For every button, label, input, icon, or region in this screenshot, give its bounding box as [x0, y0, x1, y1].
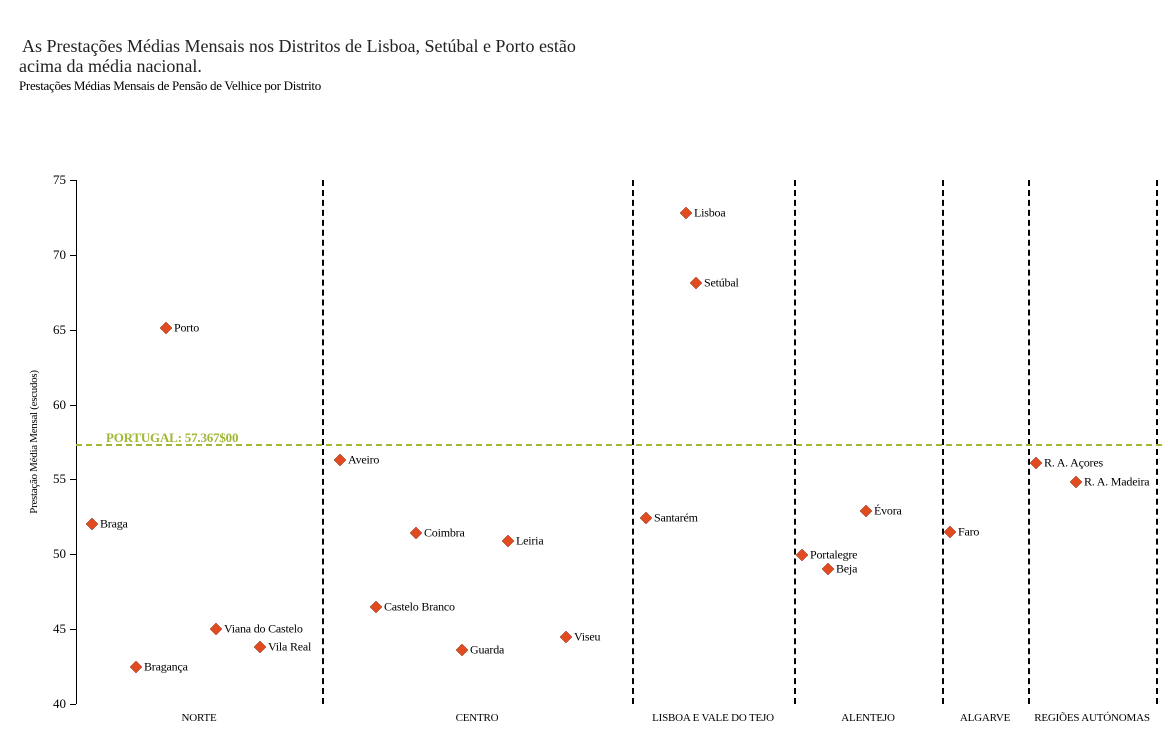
- data-point-label: Aveiro: [348, 452, 379, 467]
- data-point-label: Castelo Branco: [384, 599, 455, 614]
- region-divider: [942, 180, 944, 704]
- data-point: Viseu: [560, 631, 572, 643]
- region-divider: [1156, 180, 1158, 704]
- diamond-icon: [456, 644, 468, 656]
- region-label: ALENTEJO: [841, 712, 894, 724]
- diamond-icon: [86, 518, 98, 530]
- y-tick-label: 60: [53, 397, 76, 413]
- data-point-label: Faro: [958, 524, 979, 539]
- diamond-icon: [822, 563, 834, 575]
- diamond-icon: [680, 207, 692, 219]
- region-label: CENTRO: [456, 712, 499, 724]
- data-point-label: Viana do Castelo: [224, 622, 303, 637]
- data-point-label: Coimbra: [424, 526, 465, 541]
- data-point-label: Viseu: [574, 629, 600, 644]
- diamond-icon: [254, 641, 266, 653]
- diamond-icon: [690, 277, 702, 289]
- diamond-icon: [560, 631, 572, 643]
- reference-line: [76, 444, 1162, 446]
- data-point-label: Leiria: [516, 533, 543, 548]
- data-point: Vila Real: [254, 641, 266, 653]
- region-label: NORTE: [181, 712, 216, 724]
- region-divider: [794, 180, 796, 704]
- data-point-label: Beja: [836, 562, 857, 577]
- data-point: R. A. Açores: [1030, 457, 1042, 469]
- data-point-label: Braga: [100, 517, 128, 532]
- data-point: Faro: [944, 526, 956, 538]
- y-tick-label: 55: [53, 471, 76, 487]
- data-point: Évora: [860, 505, 872, 517]
- data-point-label: Setúbal: [704, 276, 739, 291]
- data-point-label: Portalegre: [810, 548, 857, 563]
- reference-line-label: PORTUGAL: 57.367$00: [106, 430, 238, 446]
- y-tick-label: 65: [53, 322, 76, 338]
- data-point: Lisboa: [680, 207, 692, 219]
- diamond-icon: [410, 527, 422, 539]
- y-tick-label: 50: [53, 546, 76, 562]
- diamond-icon: [210, 623, 222, 635]
- diamond-icon: [502, 535, 514, 547]
- page-subtitle: Prestações Médias Mensais de Pensão de V…: [19, 78, 321, 94]
- data-point: Bragança: [130, 661, 142, 673]
- data-point-label: Porto: [174, 321, 199, 336]
- diamond-icon: [334, 454, 346, 466]
- data-point: Santarém: [640, 512, 652, 524]
- region-label: LISBOA E VALE DO TEJO: [652, 712, 774, 724]
- data-point-label: Évora: [874, 503, 902, 518]
- data-point: Coimbra: [410, 527, 422, 539]
- diamond-icon: [1030, 457, 1042, 469]
- data-point-label: Santarém: [654, 511, 698, 526]
- page-title-line2: acima da média nacional.: [19, 56, 202, 78]
- y-axis-title: Prestação Média Mensal (escudos): [28, 370, 40, 513]
- data-point: Viana do Castelo: [210, 623, 222, 635]
- diamond-icon: [796, 549, 808, 561]
- y-tick-label: 40: [53, 696, 76, 712]
- y-axis: [76, 180, 77, 704]
- diamond-icon: [130, 661, 142, 673]
- data-point: Setúbal: [690, 277, 702, 289]
- data-point-label: Bragança: [144, 659, 188, 674]
- chart-area: 4045505560657075Prestação Média Mensal (…: [76, 180, 1156, 704]
- diamond-icon: [1070, 476, 1082, 488]
- region-divider: [322, 180, 324, 704]
- diamond-icon: [370, 601, 382, 613]
- page-title-line1: As Prestações Médias Mensais nos Distrit…: [22, 36, 576, 58]
- region-divider: [632, 180, 634, 704]
- data-point: Castelo Branco: [370, 601, 382, 613]
- data-point: Aveiro: [334, 454, 346, 466]
- diamond-icon: [944, 526, 956, 538]
- data-point: Braga: [86, 518, 98, 530]
- diamond-icon: [860, 505, 872, 517]
- y-tick-label: 45: [53, 621, 76, 637]
- data-point: R. A. Madeira: [1070, 476, 1082, 488]
- region-divider: [1028, 180, 1030, 704]
- data-point: Portalegre: [796, 549, 808, 561]
- data-point: Beja: [822, 563, 834, 575]
- data-point: Leiria: [502, 535, 514, 547]
- y-tick-label: 70: [53, 247, 76, 263]
- diamond-icon: [640, 512, 652, 524]
- y-tick-label: 75: [53, 172, 76, 188]
- data-point: Porto: [160, 322, 172, 334]
- data-point-label: Lisboa: [694, 205, 725, 220]
- data-point-label: Vila Real: [268, 640, 311, 655]
- data-point-label: R. A. Madeira: [1084, 475, 1149, 490]
- diamond-icon: [160, 322, 172, 334]
- data-point: Guarda: [456, 644, 468, 656]
- data-point-label: Guarda: [470, 643, 504, 658]
- region-label: REGIÕES AUTÓNOMAS: [1034, 712, 1149, 724]
- data-point-label: R. A. Açores: [1044, 455, 1103, 470]
- region-label: ALGARVE: [960, 712, 1010, 724]
